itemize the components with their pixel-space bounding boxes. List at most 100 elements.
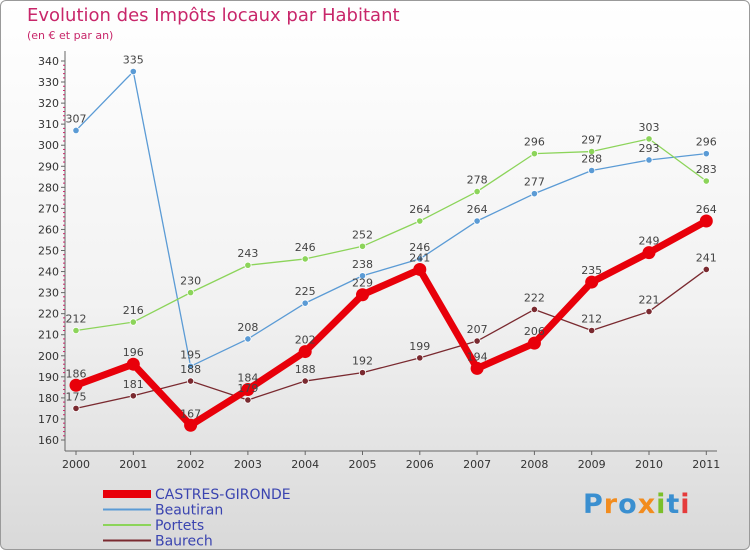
data-label: 264: [696, 203, 717, 216]
x-tick-label: 2011: [692, 458, 720, 471]
y-tick-label: 270: [38, 202, 59, 215]
data-point: [530, 150, 539, 158]
data-point: [244, 396, 252, 404]
x-tick-label: 2007: [463, 458, 491, 471]
data-label: 238: [352, 258, 373, 271]
x-tick-label: 2006: [406, 458, 434, 471]
data-label: 252: [352, 228, 373, 241]
logo-letter: i: [680, 489, 691, 520]
data-label: 246: [295, 241, 316, 254]
data-label: 167: [180, 407, 201, 420]
data-point: [645, 307, 653, 316]
data-label: 225: [295, 285, 316, 298]
data-label: 184: [237, 371, 258, 384]
data-point: [702, 265, 710, 274]
y-tick-label: 310: [38, 118, 59, 131]
data-label: 303: [639, 121, 660, 134]
data-point: [72, 326, 80, 335]
data-label: 186: [66, 367, 87, 380]
logo-letter: r: [603, 489, 619, 520]
data-point: [473, 217, 481, 225]
data-label: 241: [696, 251, 717, 264]
y-tick-label: 250: [38, 245, 59, 258]
data-label: 194: [467, 350, 488, 363]
data-point: [69, 378, 83, 392]
data-point: [301, 255, 309, 263]
chart-title: Evolution des Impôts locaux par Habitant: [27, 5, 400, 26]
x-tick-label: 2008: [520, 458, 548, 471]
y-tick-label: 210: [38, 329, 59, 342]
y-tick-label: 340: [38, 55, 59, 68]
data-label: 199: [409, 340, 430, 353]
legend-label: Beautiran: [155, 503, 223, 519]
data-point: [645, 135, 653, 143]
data-label: 212: [66, 313, 87, 326]
data-label: 297: [581, 134, 602, 147]
data-point: [416, 255, 424, 263]
data-point: [126, 357, 140, 371]
data-label: 181: [123, 378, 144, 391]
x-tick-label: 2003: [234, 458, 262, 471]
data-point: [184, 418, 198, 432]
data-point: [244, 335, 252, 343]
data-label: 208: [237, 321, 258, 334]
data-point: [301, 299, 309, 307]
y-tick-label: 160: [38, 434, 59, 447]
data-label: 188: [180, 363, 201, 376]
chart-subtitle: (en € et par an): [27, 29, 114, 42]
data-point: [642, 246, 656, 260]
logo-letter: P: [583, 489, 604, 520]
data-point: [585, 275, 599, 289]
y-tick-label: 300: [38, 139, 59, 152]
y-tick-label: 180: [38, 392, 59, 405]
x-tick-label: 2005: [349, 458, 377, 471]
data-point: [187, 289, 195, 297]
data-point: [358, 242, 367, 250]
data-label: 246: [409, 241, 430, 254]
data-label: 229: [352, 277, 373, 290]
x-tick-label: 2010: [635, 458, 663, 471]
logo-letter: i: [656, 489, 667, 520]
legend-label: Baurech: [155, 534, 213, 550]
data-point: [588, 166, 596, 175]
x-tick-label: 2002: [177, 458, 205, 471]
data-label: 230: [180, 275, 201, 288]
data-label: 249: [639, 235, 660, 248]
data-label: 335: [123, 54, 144, 67]
x-tick-label: 2001: [119, 458, 147, 471]
y-tick-label: 200: [38, 350, 59, 363]
series-line-2: [75, 138, 707, 332]
data-label: 221: [639, 294, 660, 307]
data-point: [358, 272, 367, 280]
data-label: 175: [66, 390, 87, 403]
data-label: 243: [237, 247, 258, 260]
x-tick-label: 2009: [578, 458, 606, 471]
legend-label: CASTRES-GIRONDE: [155, 487, 291, 503]
y-tick-label: 220: [38, 308, 59, 321]
x-tick-label: 2004: [291, 458, 319, 471]
data-point: [699, 214, 713, 228]
data-point: [416, 354, 424, 362]
series-line-1: [75, 70, 707, 367]
data-label: 222: [524, 291, 545, 304]
y-tick-label: 330: [38, 76, 59, 89]
data-point: [356, 288, 369, 302]
data-point: [358, 369, 367, 377]
logo-letter: t: [666, 489, 681, 520]
series-line-3: [75, 268, 707, 410]
legend-label: Portets: [155, 518, 204, 534]
data-point: [129, 67, 137, 76]
y-tick-label: 190: [38, 371, 59, 384]
data-label: 188: [295, 363, 316, 376]
data-label: 278: [467, 174, 488, 187]
data-point: [298, 345, 312, 359]
data-point: [473, 337, 481, 345]
data-label: 212: [581, 313, 602, 326]
data-label: 179: [237, 382, 258, 395]
data-point: [470, 361, 484, 375]
y-tick-label: 280: [38, 181, 59, 194]
data-point: [588, 147, 596, 156]
data-point: [301, 377, 309, 385]
y-tick-label: 230: [38, 287, 59, 300]
